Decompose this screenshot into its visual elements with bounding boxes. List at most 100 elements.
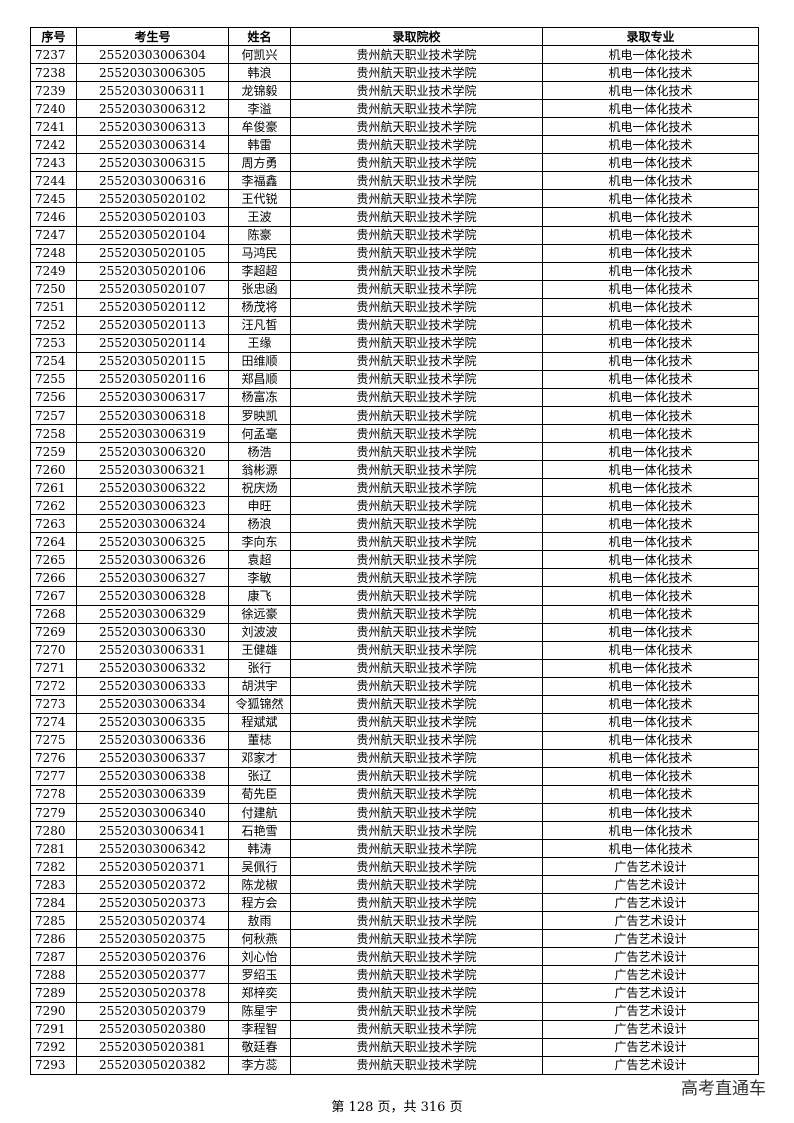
table-cell: 杨浩 [228,442,291,462]
table-cell: 王代锐 [228,189,291,209]
table-cell: 韩雷 [228,135,291,155]
table-row: 7279 25520303006340 付建航 贵州航天职业技术学院 机电一体化技术 [30,803,759,823]
table-cell: 7268 [30,604,77,624]
table-cell: 贵州航天职业技术学院 [290,839,543,859]
table-cell: 25520303006342 [76,839,229,859]
table-cell: 机电一体化技术 [542,676,759,696]
column-header: 序号 [30,26,77,47]
table-cell: 25520305020377 [76,965,229,985]
table-row: 7241 25520303006313 牟俊豪 贵州航天职业技术学院 机电一体化技术 [30,117,759,137]
table-cell: 机电一体化技术 [542,550,759,570]
table-cell: 广告艺术设计 [542,965,759,985]
table-cell: 杨浪 [228,514,291,534]
table-cell: 刘波波 [228,622,291,642]
table-cell: 25520303006321 [76,460,229,480]
table-cell: 7251 [30,297,77,317]
table-cell: 徐远豪 [228,604,291,624]
table-cell: 广告艺术设计 [542,1019,759,1039]
table-cell: 机电一体化技术 [542,369,759,389]
table-cell: 25520303006320 [76,442,229,462]
table-cell: 机电一体化技术 [542,748,759,768]
table-row: 7264 25520303006325 李向东 贵州航天职业技术学院 机电一体化技术 [30,532,759,552]
table-cell: 郑梓奕 [228,983,291,1003]
table-cell: 7284 [30,893,77,913]
table-cell: 7238 [30,63,77,83]
table-cell: 贵州航天职业技术学院 [290,387,543,407]
table-cell: 25520303006332 [76,658,229,678]
table-row: 7265 25520303006326 袁超 贵州航天职业技术学院 机电一体化技术 [30,550,759,570]
table-cell: 李超超 [228,261,291,281]
table-cell: 机电一体化技术 [542,261,759,281]
table-cell: 广告艺术设计 [542,1001,759,1021]
table-cell: 25520305020375 [76,929,229,949]
table-cell: 贵州航天职业技术学院 [290,1019,543,1039]
table-cell: 贵州航天职业技术学院 [290,622,543,642]
table-row: 7274 25520303006335 程斌斌 贵州航天职业技术学院 机电一体化技术 [30,712,759,732]
table-cell: 贵州航天职业技术学院 [290,947,543,967]
table-cell: 7271 [30,658,77,678]
table-cell: 7241 [30,117,77,137]
table-cell: 机电一体化技术 [542,45,759,65]
table-cell: 25520303006337 [76,748,229,768]
table-cell: 25520305020114 [76,333,229,353]
table-cell: 龙锦毅 [228,81,291,101]
table-cell: 机电一体化技术 [542,496,759,516]
table-cell: 申旺 [228,496,291,516]
table-cell: 付建航 [228,803,291,823]
table-cell: 贵州航天职业技术学院 [290,640,543,660]
table-cell: 贵州航天职业技术学院 [290,857,543,877]
table-row: 7262 25520303006323 申旺 贵州航天职业技术学院 机电一体化技术 [30,496,759,516]
table-cell: 陈星宇 [228,1001,291,1021]
table-row: 7291 25520305020380 李程智 贵州航天职业技术学院 广告艺术设计 [30,1019,759,1039]
table-cell: 机电一体化技术 [542,351,759,371]
table-cell: 贵州航天职业技术学院 [290,117,543,137]
table-row: 7266 25520303006327 李敏 贵州航天职业技术学院 机电一体化技术 [30,568,759,588]
table-cell: 贵州航天职业技术学院 [290,965,543,985]
table-cell: 7246 [30,207,77,227]
table-cell: 贵州航天职业技术学院 [290,45,543,65]
table-cell: 25520305020381 [76,1037,229,1057]
table-cell: 贵州航天职业技术学院 [290,1037,543,1057]
table-cell: 7290 [30,1001,77,1021]
table-cell: 贵州航天职业技术学院 [290,297,543,317]
table-cell: 7259 [30,442,77,462]
table-cell: 7239 [30,81,77,101]
table-cell: 贵州航天职业技术学院 [290,748,543,768]
table-cell: 25520303006304 [76,45,229,65]
table-cell: 张辽 [228,766,291,786]
table-cell: 25520303006340 [76,803,229,823]
table-cell: 25520305020106 [76,261,229,281]
table-cell: 贵州航天职业技术学院 [290,369,543,389]
table-cell: 25520305020372 [76,875,229,895]
table-cell: 王健雄 [228,640,291,660]
table-cell: 7260 [30,460,77,480]
table-cell: 贵州航天职业技术学院 [290,893,543,913]
table-cell: 贵州航天职业技术学院 [290,315,543,335]
table-row: 7286 25520305020375 何秋燕 贵州航天职业技术学院 广告艺术设计 [30,929,759,949]
table-cell: 贵州航天职业技术学院 [290,153,543,173]
table-cell: 7250 [30,279,77,299]
table-cell: 荀先臣 [228,784,291,805]
table-row: 7258 25520303006319 何孟毫 贵州航天职业技术学院 机电一体化技术 [30,424,759,444]
table-cell: 7257 [30,405,77,426]
table-cell: 25520303006314 [76,135,229,155]
table-cell: 贵州航天职业技术学院 [290,189,543,209]
table-row: 7240 25520303006312 李溢 贵州航天职业技术学院 机电一体化技术 [30,99,759,119]
table-cell: 25520303006318 [76,405,229,426]
table-cell: 贵州航天职业技术学院 [290,496,543,516]
table-row: 7281 25520303006342 韩涛 贵州航天职业技术学院 机电一体化技术 [30,839,759,859]
table-row: 7257 25520303006318 罗映凯 贵州航天职业技术学院 机电一体化技术 [30,405,759,426]
table-cell: 机电一体化技术 [542,460,759,480]
table-cell: 7273 [30,694,77,714]
table-cell: 7258 [30,424,77,444]
table-cell: 机电一体化技术 [542,586,759,606]
column-header: 录取专业 [542,26,759,47]
table-cell: 7277 [30,766,77,786]
table-cell: 25520303006330 [76,622,229,642]
table-cell: 贵州航天职业技术学院 [290,784,543,805]
table-cell: 25520303006336 [76,730,229,750]
table-cell: 李敏 [228,568,291,588]
table-cell: 李向东 [228,532,291,552]
table-cell: 机电一体化技术 [542,839,759,859]
